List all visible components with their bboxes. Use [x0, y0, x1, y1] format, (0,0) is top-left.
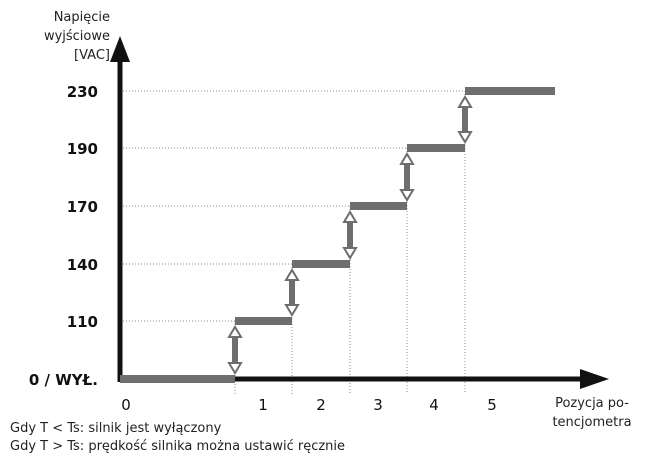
x-position-label: 1 [258, 396, 268, 414]
step-segment [350, 202, 407, 210]
step-segment [235, 317, 292, 325]
x-position-label: 5 [487, 396, 497, 414]
x-position-label: 4 [429, 396, 439, 414]
x-position-label: 0 [121, 396, 131, 414]
transition-arrow [227, 325, 243, 375]
x-axis-label: Pozycja po- tencjometra [540, 394, 644, 432]
x-axis-arrow [580, 369, 609, 389]
y-tick-label: 190 [67, 140, 98, 158]
transition-arrow [284, 268, 300, 317]
step-segment [120, 375, 235, 383]
note-off: Gdy T < Ts: silnik jest wyłączony [10, 421, 222, 436]
y-tick-label: 230 [67, 83, 98, 101]
y-axis-arrow [110, 36, 130, 62]
transition-arrow [342, 210, 358, 260]
y-axis-label-line-1: Napięcie [53, 10, 110, 25]
y-tick-label: 140 [67, 256, 98, 274]
y-tick-label: 0 / WYŁ. [29, 371, 98, 389]
y-axis-label-line-3: [VAC] [74, 48, 110, 63]
y-axis-label-line-2: wyjściowe [43, 29, 110, 44]
transition-arrow [457, 95, 473, 144]
x-axis-label-line-1: Pozycja po- [555, 396, 629, 411]
y-tick-label: 110 [67, 313, 98, 331]
transition-arrow [399, 152, 415, 202]
y-axis-label: Napięcie wyjściowe [VAC] [12, 8, 110, 65]
step-segment [292, 260, 350, 268]
y-tick-label: 170 [67, 198, 98, 216]
note-manual: Gdy T > Ts: prędkość silnika można ustaw… [10, 439, 346, 454]
notes: Gdy T < Ts: silnik jest wyłączony Gdy T … [10, 420, 345, 456]
x-position-label: 2 [316, 396, 326, 414]
step-segment [465, 87, 555, 95]
step-segment [407, 144, 465, 152]
x-axis-label-line-2: tencjometra [552, 415, 632, 430]
x-position-label: 3 [373, 396, 383, 414]
